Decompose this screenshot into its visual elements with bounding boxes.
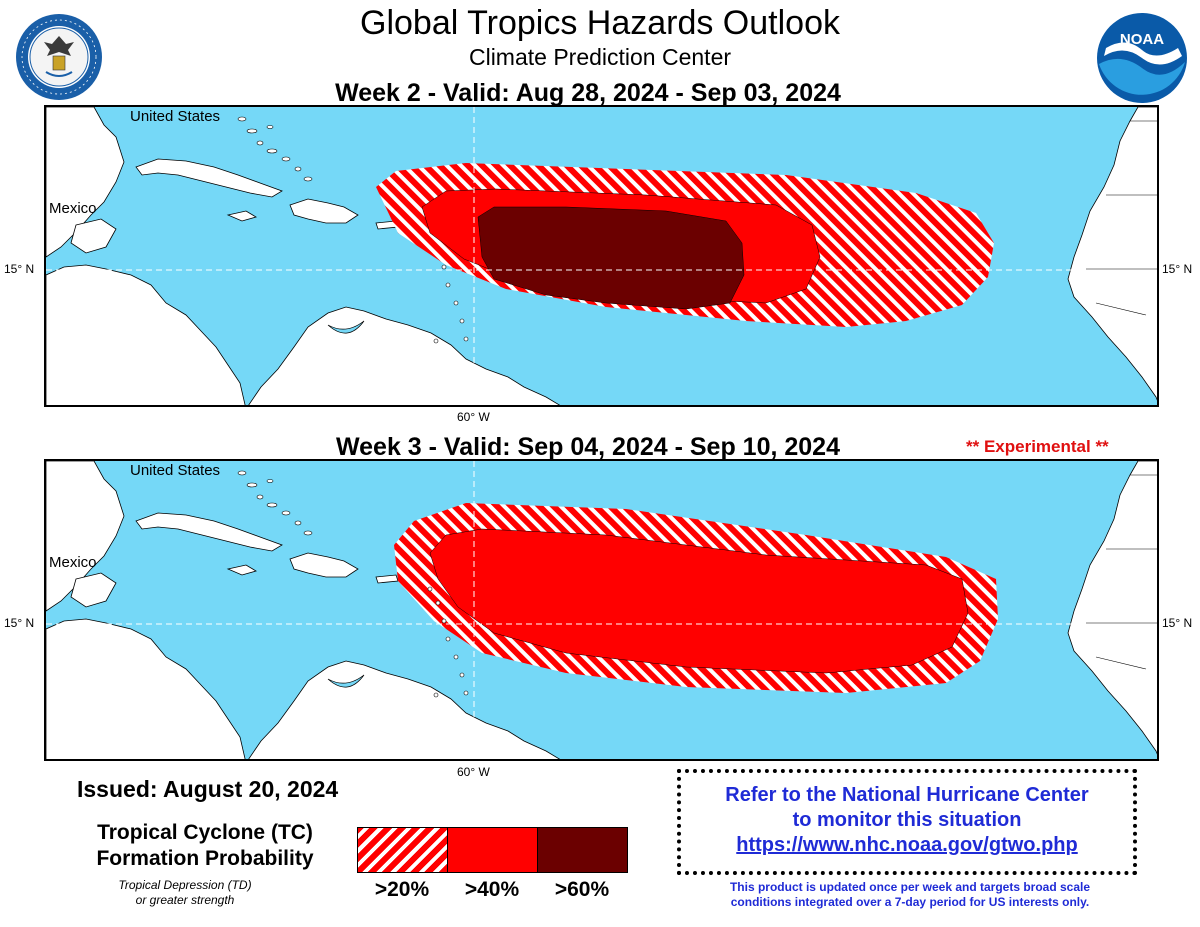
label-mexico: Mexico bbox=[49, 200, 97, 217]
week3-lon-label: 60° W bbox=[457, 765, 490, 779]
week2-lat-right: 15° N bbox=[1162, 262, 1193, 276]
week3-map: United States Mexico bbox=[44, 459, 1159, 761]
week3-lat-left: 15° N bbox=[4, 616, 35, 630]
legend-sub-line2: or greater strength bbox=[135, 893, 235, 907]
week3-map-canvas bbox=[46, 461, 1157, 759]
legend-label-60: >60% bbox=[554, 878, 610, 901]
land-africa bbox=[1067, 107, 1157, 401]
label-united-states: United States bbox=[130, 462, 221, 479]
week2-lon-label: 60° W bbox=[457, 410, 490, 424]
commerce-seal-logo bbox=[14, 12, 104, 102]
issued-date: Issued: August 20, 2024 bbox=[77, 776, 339, 802]
week2-map: United States Mexico bbox=[44, 105, 1159, 407]
nhc-notice-box: Refer to the National Hurricane Center t… bbox=[677, 769, 1137, 875]
legend-label-40: >40% bbox=[464, 878, 520, 901]
label-united-states: United States bbox=[130, 108, 221, 125]
page-title: Global Tropics Hazards Outlook bbox=[360, 4, 840, 42]
land-cuba bbox=[135, 158, 283, 198]
seal-icon bbox=[16, 14, 102, 100]
nhc-gtwo-link[interactable]: https://www.nhc.noaa.gov/gtwo.php bbox=[736, 834, 1078, 856]
week2-title: Week 2 - Valid: Aug 28, 2024 - Sep 03, 2… bbox=[335, 79, 841, 107]
disclaimer-line2: conditions integrated over a 7-day perio… bbox=[730, 895, 1090, 909]
legend-title-line2: Formation Probability bbox=[96, 847, 314, 870]
noaa-wordmark: NOAA bbox=[1120, 31, 1164, 48]
label-mexico: Mexico bbox=[49, 554, 97, 571]
week3-lat-right: 15° N bbox=[1162, 616, 1193, 630]
land-hispaniola bbox=[289, 198, 359, 224]
legend-label-20: >20% bbox=[374, 878, 430, 901]
week2-map-canvas bbox=[46, 107, 1157, 405]
week2-lat-left: 15° N bbox=[4, 262, 35, 276]
legend-sub-line1: Tropical Depression (TD) bbox=[118, 878, 252, 892]
land-central-america bbox=[46, 264, 246, 405]
disclaimer-line1: This product is updated once per week an… bbox=[729, 880, 1091, 894]
legend-swatch-60 bbox=[537, 827, 628, 873]
noaa-logo: NOAA bbox=[1096, 12, 1188, 104]
week3-title: Week 3 - Valid: Sep 04, 2024 - Sep 10, 2… bbox=[336, 433, 840, 461]
page-subtitle: Climate Prediction Center bbox=[468, 44, 732, 70]
nhc-line2: to monitor this situation bbox=[792, 809, 1022, 831]
legend-swatch-20 bbox=[357, 827, 448, 873]
legend-title-line1: Tropical Cyclone (TC) bbox=[97, 821, 313, 844]
nhc-line1: Refer to the National Hurricane Center bbox=[725, 784, 1089, 806]
land-south-america bbox=[248, 306, 561, 405]
land-mexico-north bbox=[46, 107, 125, 258]
legend-swatch-40 bbox=[447, 827, 538, 873]
noaa-icon: NOAA bbox=[1097, 13, 1187, 103]
experimental-tag: ** Experimental ** bbox=[966, 437, 1109, 456]
hazard-60-area bbox=[477, 206, 745, 310]
